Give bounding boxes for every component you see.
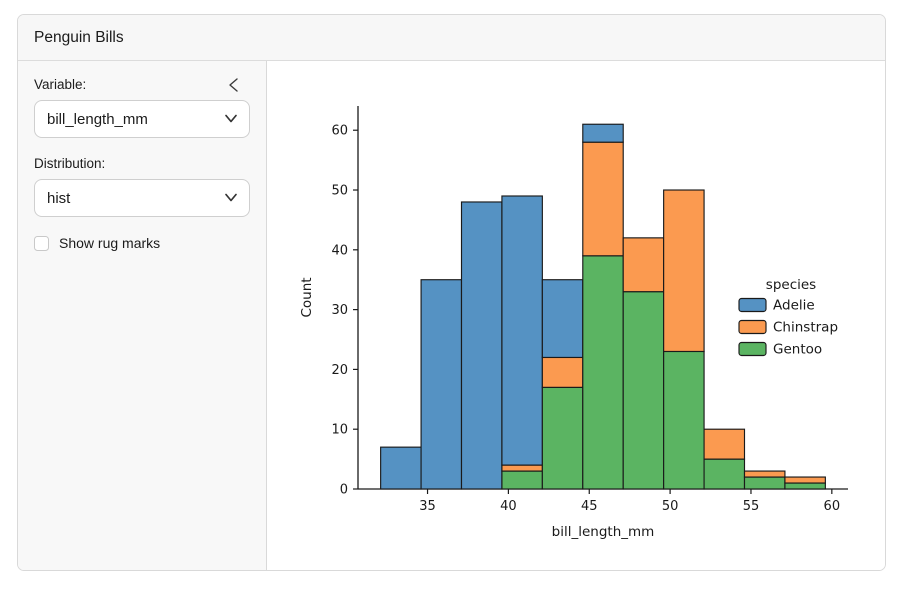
legend-swatch-gentoo	[738, 341, 767, 357]
chevron-down-icon	[224, 190, 238, 207]
legend-title: species	[766, 277, 816, 293]
collapse-sidebar-button[interactable]	[224, 77, 242, 95]
histogram-plot: 35 40 45 50 55 60 0 10 20 30 40 50 60 bill_length_mm C…	[267, 61, 885, 570]
legend: species Adelie Chinstrap Gentoo	[738, 277, 838, 358]
page-title: Penguin Bills	[34, 28, 124, 46]
main-panel: 35 40 45 50 55 60 0 10 20 30 40 50 60 bill_length_mm C…	[267, 61, 885, 570]
svg-text:60: 60	[331, 124, 348, 139]
card-header: Penguin Bills	[18, 15, 885, 61]
card-body: Variable: bill_length_mm Distribution: h…	[18, 61, 885, 570]
penguin-bills-card: Penguin Bills Variable: bill_length_mm D…	[17, 14, 886, 571]
distribution-label: Distribution:	[34, 156, 106, 171]
svg-text:40: 40	[331, 243, 348, 258]
svg-text:60: 60	[824, 499, 841, 514]
show-rug-label[interactable]: Show rug marks	[59, 235, 161, 251]
variable-select[interactable]: bill_length_mm	[34, 100, 250, 138]
legend-label-chinstrap: Chinstrap	[773, 320, 838, 336]
histogram-svg: 35 40 45 50 55 60 0 10 20 30 40 50 60 bill_length_mm C…	[299, 106, 848, 540]
svg-text:30: 30	[331, 303, 348, 318]
svg-text:45: 45	[581, 499, 598, 514]
legend-label-gentoo: Gentoo	[773, 342, 822, 358]
svg-text:20: 20	[331, 363, 348, 378]
x-axis-label: bill_length_mm	[552, 524, 655, 540]
distribution-select-value: hist	[47, 189, 71, 207]
svg-text:50: 50	[331, 184, 348, 199]
svg-text:0: 0	[340, 483, 348, 498]
svg-text:35: 35	[419, 499, 436, 514]
chevron-left-icon	[228, 77, 239, 96]
legend-swatch-chinstrap	[738, 319, 767, 335]
chevron-down-icon	[224, 111, 238, 128]
svg-text:55: 55	[743, 499, 760, 514]
variable-label: Variable:	[34, 77, 87, 92]
legend-label-adelie: Adelie	[773, 298, 815, 314]
y-axis-label: Count	[299, 277, 315, 317]
histogram-bars	[380, 123, 826, 490]
distribution-select[interactable]: hist	[34, 179, 250, 217]
show-rug-row: Show rug marks	[34, 235, 250, 251]
svg-text:10: 10	[331, 423, 348, 438]
svg-text:40: 40	[500, 499, 517, 514]
axes: 35 40 45 50 55 60 0 10 20 30 40 50 60 bill_length_mm C…	[299, 106, 848, 540]
show-rug-checkbox[interactable]	[34, 235, 49, 251]
legend-swatch-adelie	[738, 297, 767, 313]
variable-select-value: bill_length_mm	[47, 110, 148, 128]
sidebar: Variable: bill_length_mm Distribution: h…	[18, 61, 267, 570]
svg-text:50: 50	[662, 499, 679, 514]
